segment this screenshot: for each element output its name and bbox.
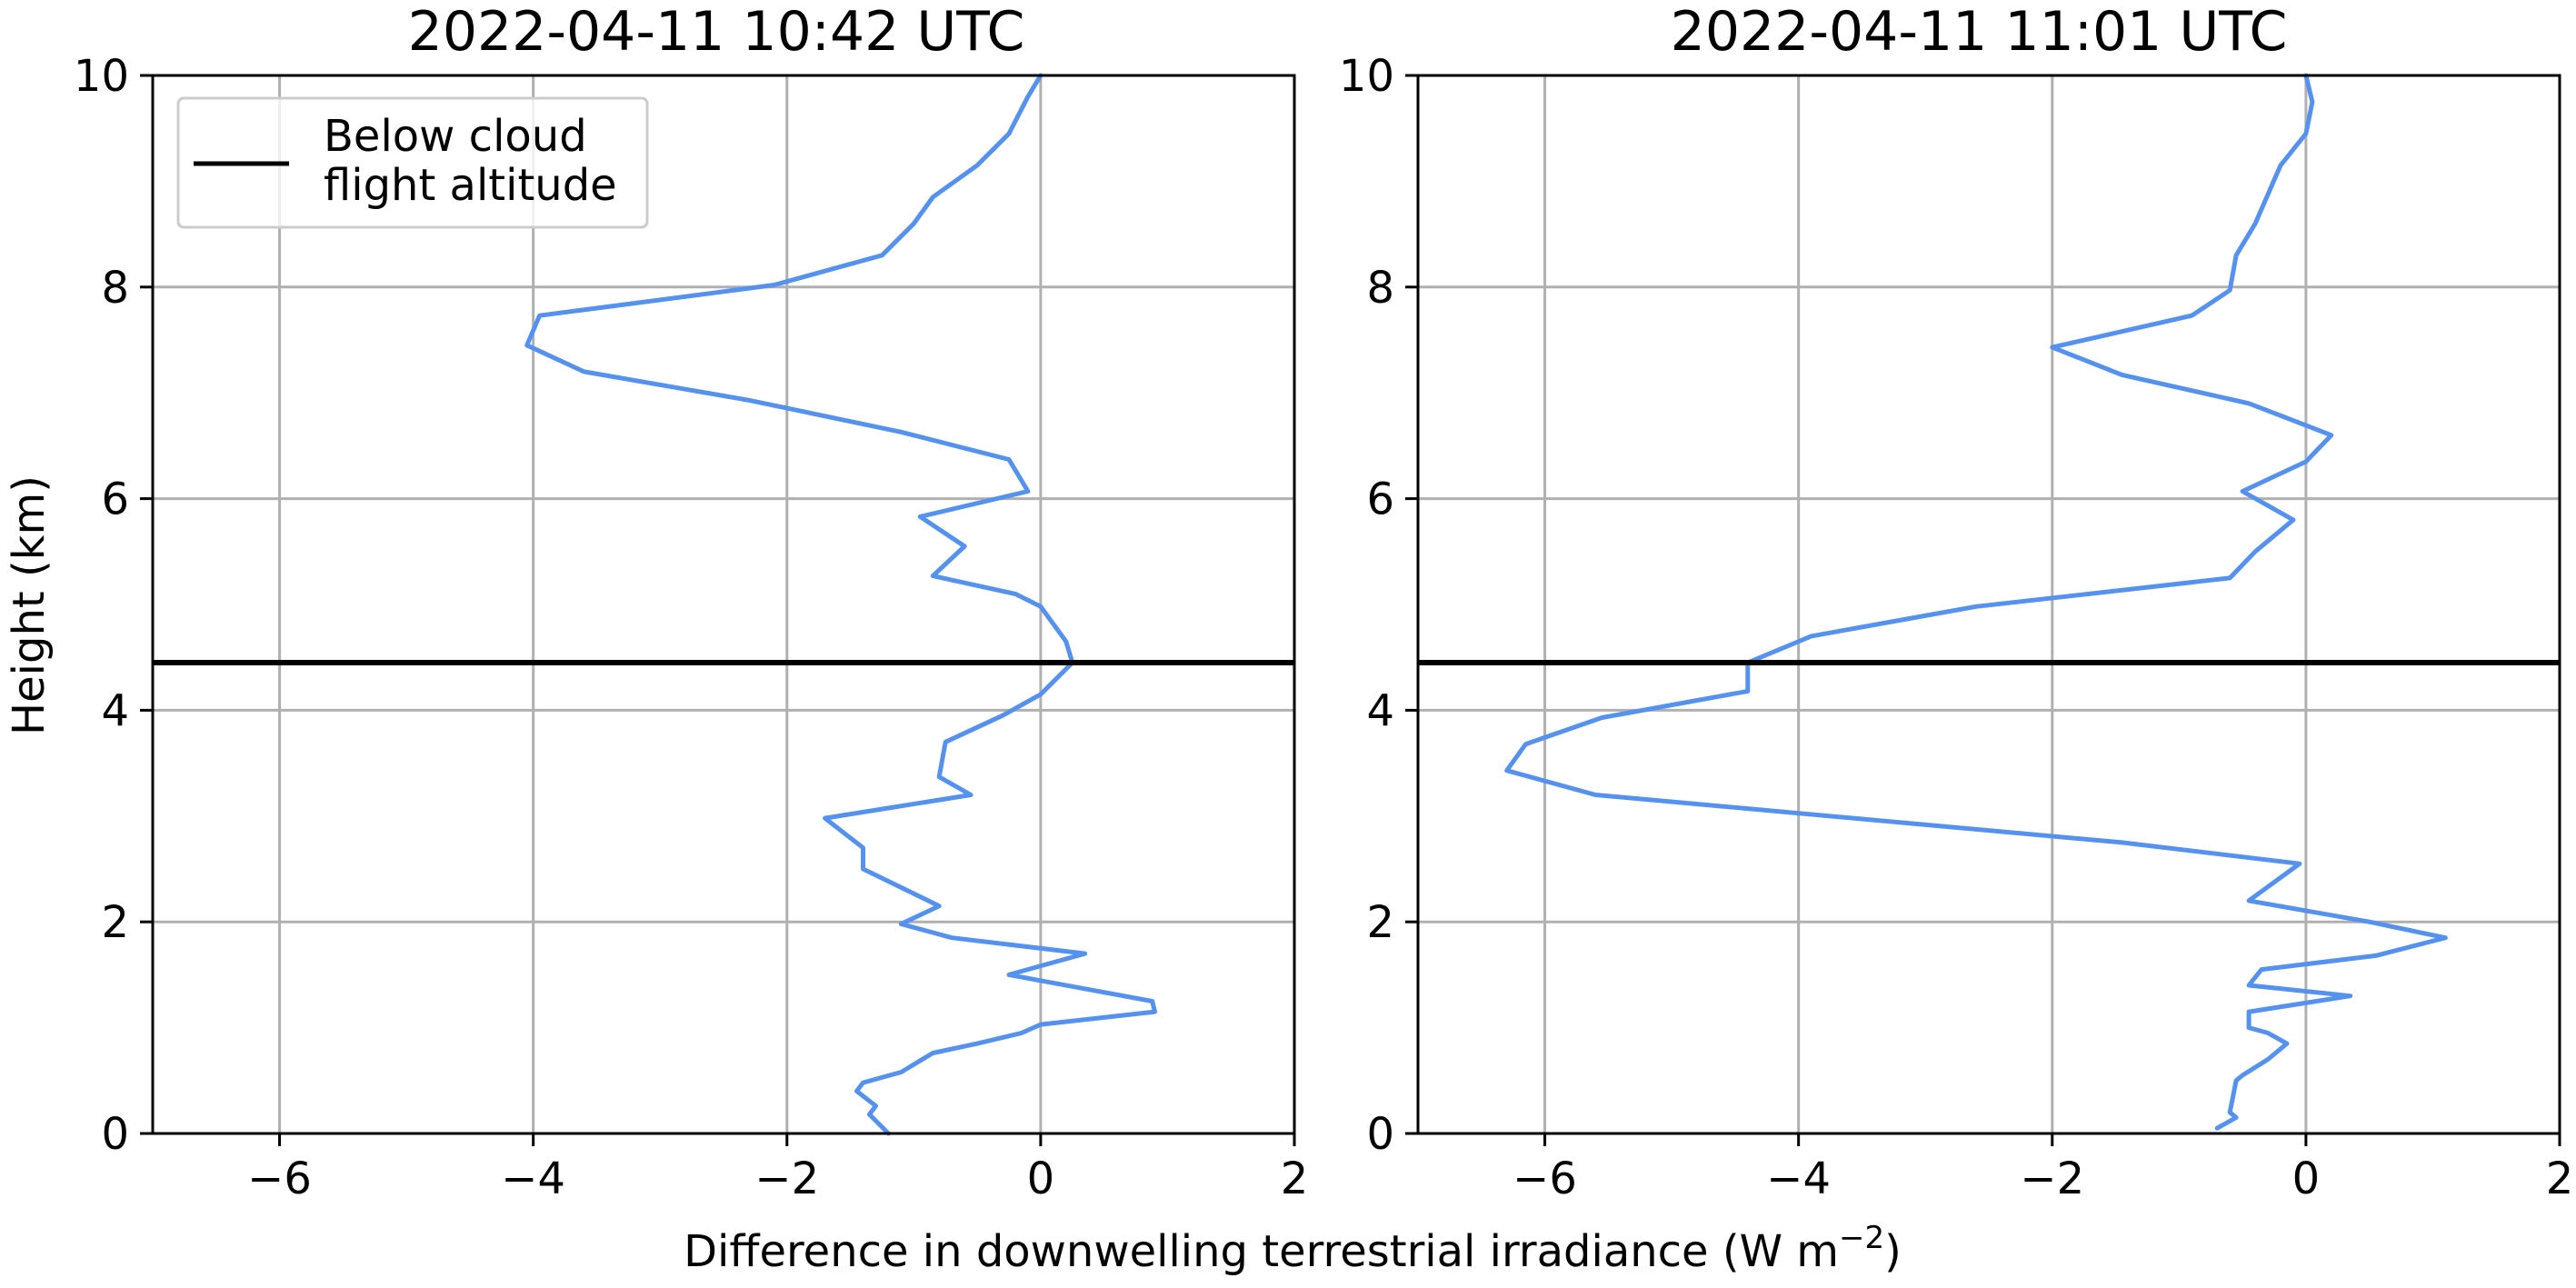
panel-right-y-tick-label: 4: [1366, 685, 1394, 736]
panel-right-plot: [1418, 73, 2560, 1131]
panel-right-axes-frame: [1416, 74, 2561, 1135]
panel-left-plot: [153, 73, 1294, 1136]
panel-right-y-tick-label: 2: [1366, 897, 1394, 948]
panel-left-x-tick-label: 0: [1027, 1153, 1055, 1204]
legend-label-line2: flight altitude: [324, 160, 617, 211]
panel-right-x-tick-label: 0: [2292, 1153, 2321, 1204]
panel-left-x-tick-label: −6: [247, 1153, 312, 1204]
panel-right-y-tick-label: 0: [1366, 1109, 1394, 1160]
panel-left-y-tick-label: 4: [101, 685, 129, 736]
panel-right-x-tick-label: 2: [2546, 1153, 2574, 1204]
panel-right-ticks: −6 −4 −2 0 2 0 2 4 6 8 10: [1339, 51, 2573, 1204]
panel-left-y-tick-label: 10: [74, 51, 129, 102]
panel-left: 2022-04-11 10:42 UTC −6 −4 −2 0 2 0 2 4 6 8 10: [74, 0, 1308, 1204]
panel-left-x-tick-label: 2: [1281, 1153, 1309, 1204]
y-axis-label: Height (km): [4, 475, 55, 735]
panel-right-title: 2022-04-11 11:01 UTC: [1671, 0, 2288, 64]
panel-right-y-tick-label: 8: [1366, 263, 1394, 314]
panel-left-x-tick-label: −4: [501, 1153, 565, 1204]
panel-left-title: 2022-04-11 10:42 UTC: [408, 0, 1025, 64]
panel-left-axes-frame: [151, 74, 1296, 1135]
panel-left-profile-line: [524, 73, 1157, 1136]
legend: Below cloud flight altitude: [176, 96, 649, 229]
panel-left-x-tick-label: −2: [754, 1153, 819, 1204]
legend-box: [176, 96, 649, 229]
panel-left-y-tick-label: 2: [101, 897, 129, 948]
panel-right: 2022-04-11 11:01 UTC −6 −4 −2 0 2 0 2 4 6 8 10: [1339, 0, 2573, 1204]
panel-right-profile-line: [1504, 73, 2448, 1131]
panel-left-y-tick-label: 0: [101, 1109, 129, 1160]
legend-label-line1: Below cloud: [324, 111, 587, 162]
panel-left-grid: [153, 75, 1294, 1133]
panel-right-x-tick-label: −2: [2020, 1153, 2084, 1204]
panel-left-y-tick-label: 8: [101, 263, 129, 314]
x-axis-label-exponent: −2: [1839, 1220, 1884, 1256]
panel-right-y-tick-label: 6: [1366, 474, 1394, 525]
panel-right-x-tick-label: −6: [1513, 1153, 1577, 1204]
x-axis-label: Difference in downwelling terrestrial ir…: [684, 1220, 1902, 1277]
panel-right-x-tick-label: −4: [1766, 1153, 1831, 1204]
x-axis-label-close: ): [1884, 1226, 1902, 1277]
panel-right-y-tick-label: 10: [1339, 51, 1394, 102]
panel-left-y-tick-label: 6: [101, 474, 129, 525]
x-axis-label-text: Difference in downwelling terrestrial ir…: [684, 1226, 1839, 1277]
panel-left-ticks: −6 −4 −2 0 2 0 2 4 6 8 10: [74, 51, 1308, 1204]
